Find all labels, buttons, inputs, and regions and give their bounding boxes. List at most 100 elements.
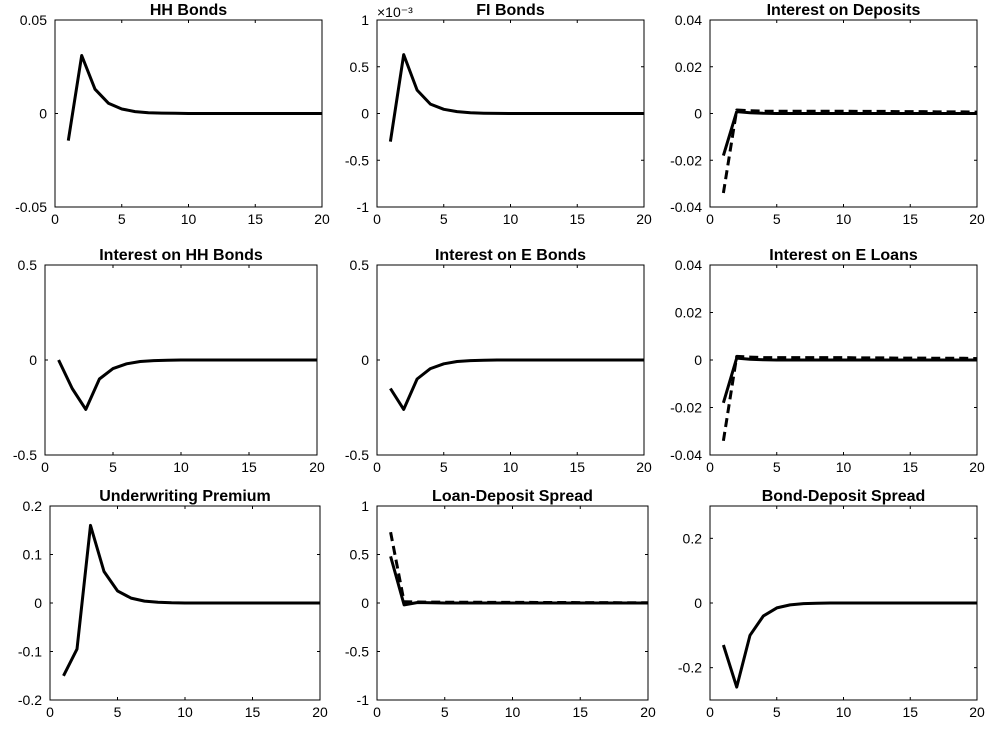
x-tick-label: 20 [969, 459, 985, 475]
series-line-solid [388, 53, 644, 142]
x-tick-label: 20 [312, 704, 328, 720]
series-line-solid [57, 358, 317, 411]
panel-title: Interest on Deposits [767, 2, 921, 19]
y-tick-label: -0.05 [15, 199, 47, 215]
x-tick-label: 15 [569, 459, 585, 475]
panel-3: Interest on Deposits 0 5 10 15 20 -0.04 -0.02 0 0… [670, 2, 985, 227]
x-tick-label: 0 [706, 704, 714, 720]
y-tick-label: 0 [361, 352, 369, 368]
x-tick-label: 15 [569, 211, 585, 227]
x-tick-label: 5 [109, 459, 117, 475]
x-tick-label: 15 [902, 459, 918, 475]
series-line-solid [66, 54, 322, 141]
panel-title: Interest on HH Bonds [99, 247, 263, 264]
x-tick-label: 10 [177, 704, 193, 720]
series-line-solid [721, 601, 977, 689]
x-tick-label: 20 [636, 459, 652, 475]
y-tick-label: -0.2 [678, 660, 702, 676]
y-tick-label: -0.5 [13, 447, 37, 463]
x-tick-label: 20 [314, 211, 330, 227]
y-tick-label: -0.02 [670, 400, 702, 416]
x-tick-label: 5 [440, 459, 448, 475]
series-line-dashed [721, 108, 978, 194]
y-tick-label: -0.2 [18, 692, 42, 708]
x-tick-label: 5 [773, 459, 781, 475]
x-tick-label: 20 [309, 459, 325, 475]
panel-title: HH Bonds [150, 2, 227, 19]
x-tick-label: 20 [969, 704, 985, 720]
x-tick-label: 10 [503, 459, 519, 475]
x-tick-label: 0 [373, 211, 381, 227]
panel-title: Interest on E Loans [769, 247, 918, 264]
x-tick-label: 20 [636, 211, 652, 227]
x-tick-label: 10 [503, 211, 519, 227]
panel-title: Interest on E Bonds [435, 247, 586, 264]
x-tick-label: 15 [241, 459, 257, 475]
y-tick-label: 0.04 [675, 12, 702, 28]
y-tick-label: 0.5 [350, 59, 370, 75]
y-tick-label: 0.5 [350, 257, 370, 273]
x-tick-label: 0 [706, 211, 714, 227]
series-line-dashed [721, 354, 978, 442]
y-tick-label: 0 [34, 595, 42, 611]
y-tick-label: -0.04 [670, 199, 702, 215]
y-tick-label: 1 [361, 498, 369, 514]
x-tick-label: 0 [373, 459, 381, 475]
panel-title: Underwriting Premium [99, 488, 271, 505]
y-tick-label: -0.5 [345, 152, 369, 168]
series-line-solid [389, 555, 648, 607]
x-tick-label: 0 [46, 704, 54, 720]
series-line-solid [721, 110, 977, 157]
y-tick-label: -0.1 [18, 644, 42, 660]
x-tick-label: 10 [181, 211, 197, 227]
x-tick-label: 5 [441, 704, 449, 720]
panel-2: FI Bonds 0 5 10 15 20 -1 -0.5 0 0.5 1 ×10⁻³ [345, 2, 652, 227]
x-tick-label: 10 [505, 704, 521, 720]
y-tick-label: 1 [361, 12, 369, 28]
y-tick-label: 0 [694, 106, 702, 122]
x-tick-label: 15 [902, 211, 918, 227]
y-tick-label: 0.05 [20, 12, 47, 28]
x-tick-label: 15 [247, 211, 263, 227]
y-tick-label: -0.5 [345, 447, 369, 463]
axis-exponent: ×10⁻³ [377, 4, 413, 20]
panel-9: Bond-Deposit Spread 0 5 10 15 20 -0.2 0 0.2 [678, 488, 985, 720]
x-tick-label: 15 [902, 704, 918, 720]
x-tick-label: 10 [836, 704, 852, 720]
y-tick-label: 0 [29, 352, 37, 368]
x-tick-label: 10 [173, 459, 189, 475]
x-tick-label: 0 [51, 211, 59, 227]
panel-8: Loan-Deposit Spread 0 5 10 15 20 -1 -0.5 0 0.5 1 [345, 488, 656, 720]
x-tick-label: 20 [640, 704, 656, 720]
x-tick-label: 0 [373, 704, 381, 720]
y-tick-label: 0.2 [683, 530, 703, 546]
y-tick-label: -0.5 [345, 644, 369, 660]
y-tick-label: -0.02 [670, 152, 702, 168]
x-tick-label: 10 [836, 459, 852, 475]
x-tick-label: 5 [118, 211, 126, 227]
y-tick-label: -1 [357, 692, 370, 708]
series-line-solid [721, 356, 977, 404]
panel-title: Loan-Deposit Spread [432, 488, 593, 505]
x-tick-label: 20 [969, 211, 985, 227]
x-tick-label: 15 [572, 704, 588, 720]
panel-title: Bond-Deposit Spread [762, 488, 926, 505]
y-tick-label: 0.5 [350, 547, 370, 563]
y-tick-label: 0 [39, 106, 47, 122]
panel-title: FI Bonds [476, 2, 545, 19]
panel-7: Underwriting Premium 0 5 10 15 20 -0.2 -0.1 0 0.1… [18, 488, 328, 720]
panel-6: Interest on E Loans 0 5 10 15 20 -0.04 -0.02 0 0.… [670, 247, 985, 475]
x-tick-label: 5 [773, 704, 781, 720]
series-line-solid [62, 523, 320, 677]
x-tick-label: 0 [41, 459, 49, 475]
y-tick-label: -0.04 [670, 447, 702, 463]
x-tick-label: 15 [245, 704, 261, 720]
y-tick-label: 0.2 [23, 498, 43, 514]
y-tick-label: 0 [361, 106, 369, 122]
x-tick-label: 5 [773, 211, 781, 227]
x-tick-label: 5 [114, 704, 122, 720]
